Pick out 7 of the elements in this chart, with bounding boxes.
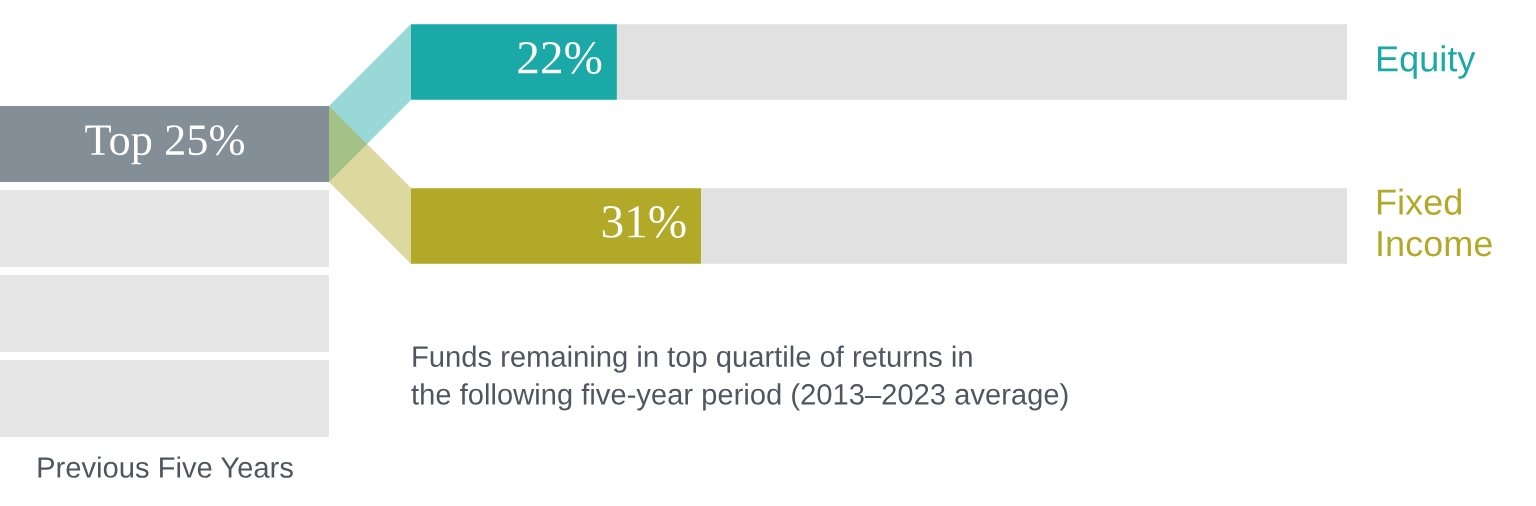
data-label: 31% (602, 205, 686, 238)
text: Previous Five Years (38, 456, 293, 478)
y-tick-label: Equity (1377, 45, 1476, 79)
y-tick-label: Fixed Income (1377, 188, 1492, 257)
text: Funds remaining in top quartile of returns in the following five-year period (2013–2023 average) (411, 345, 1068, 411)
data-label: 22% (518, 41, 602, 74)
text: Top 25% (85, 125, 245, 165)
